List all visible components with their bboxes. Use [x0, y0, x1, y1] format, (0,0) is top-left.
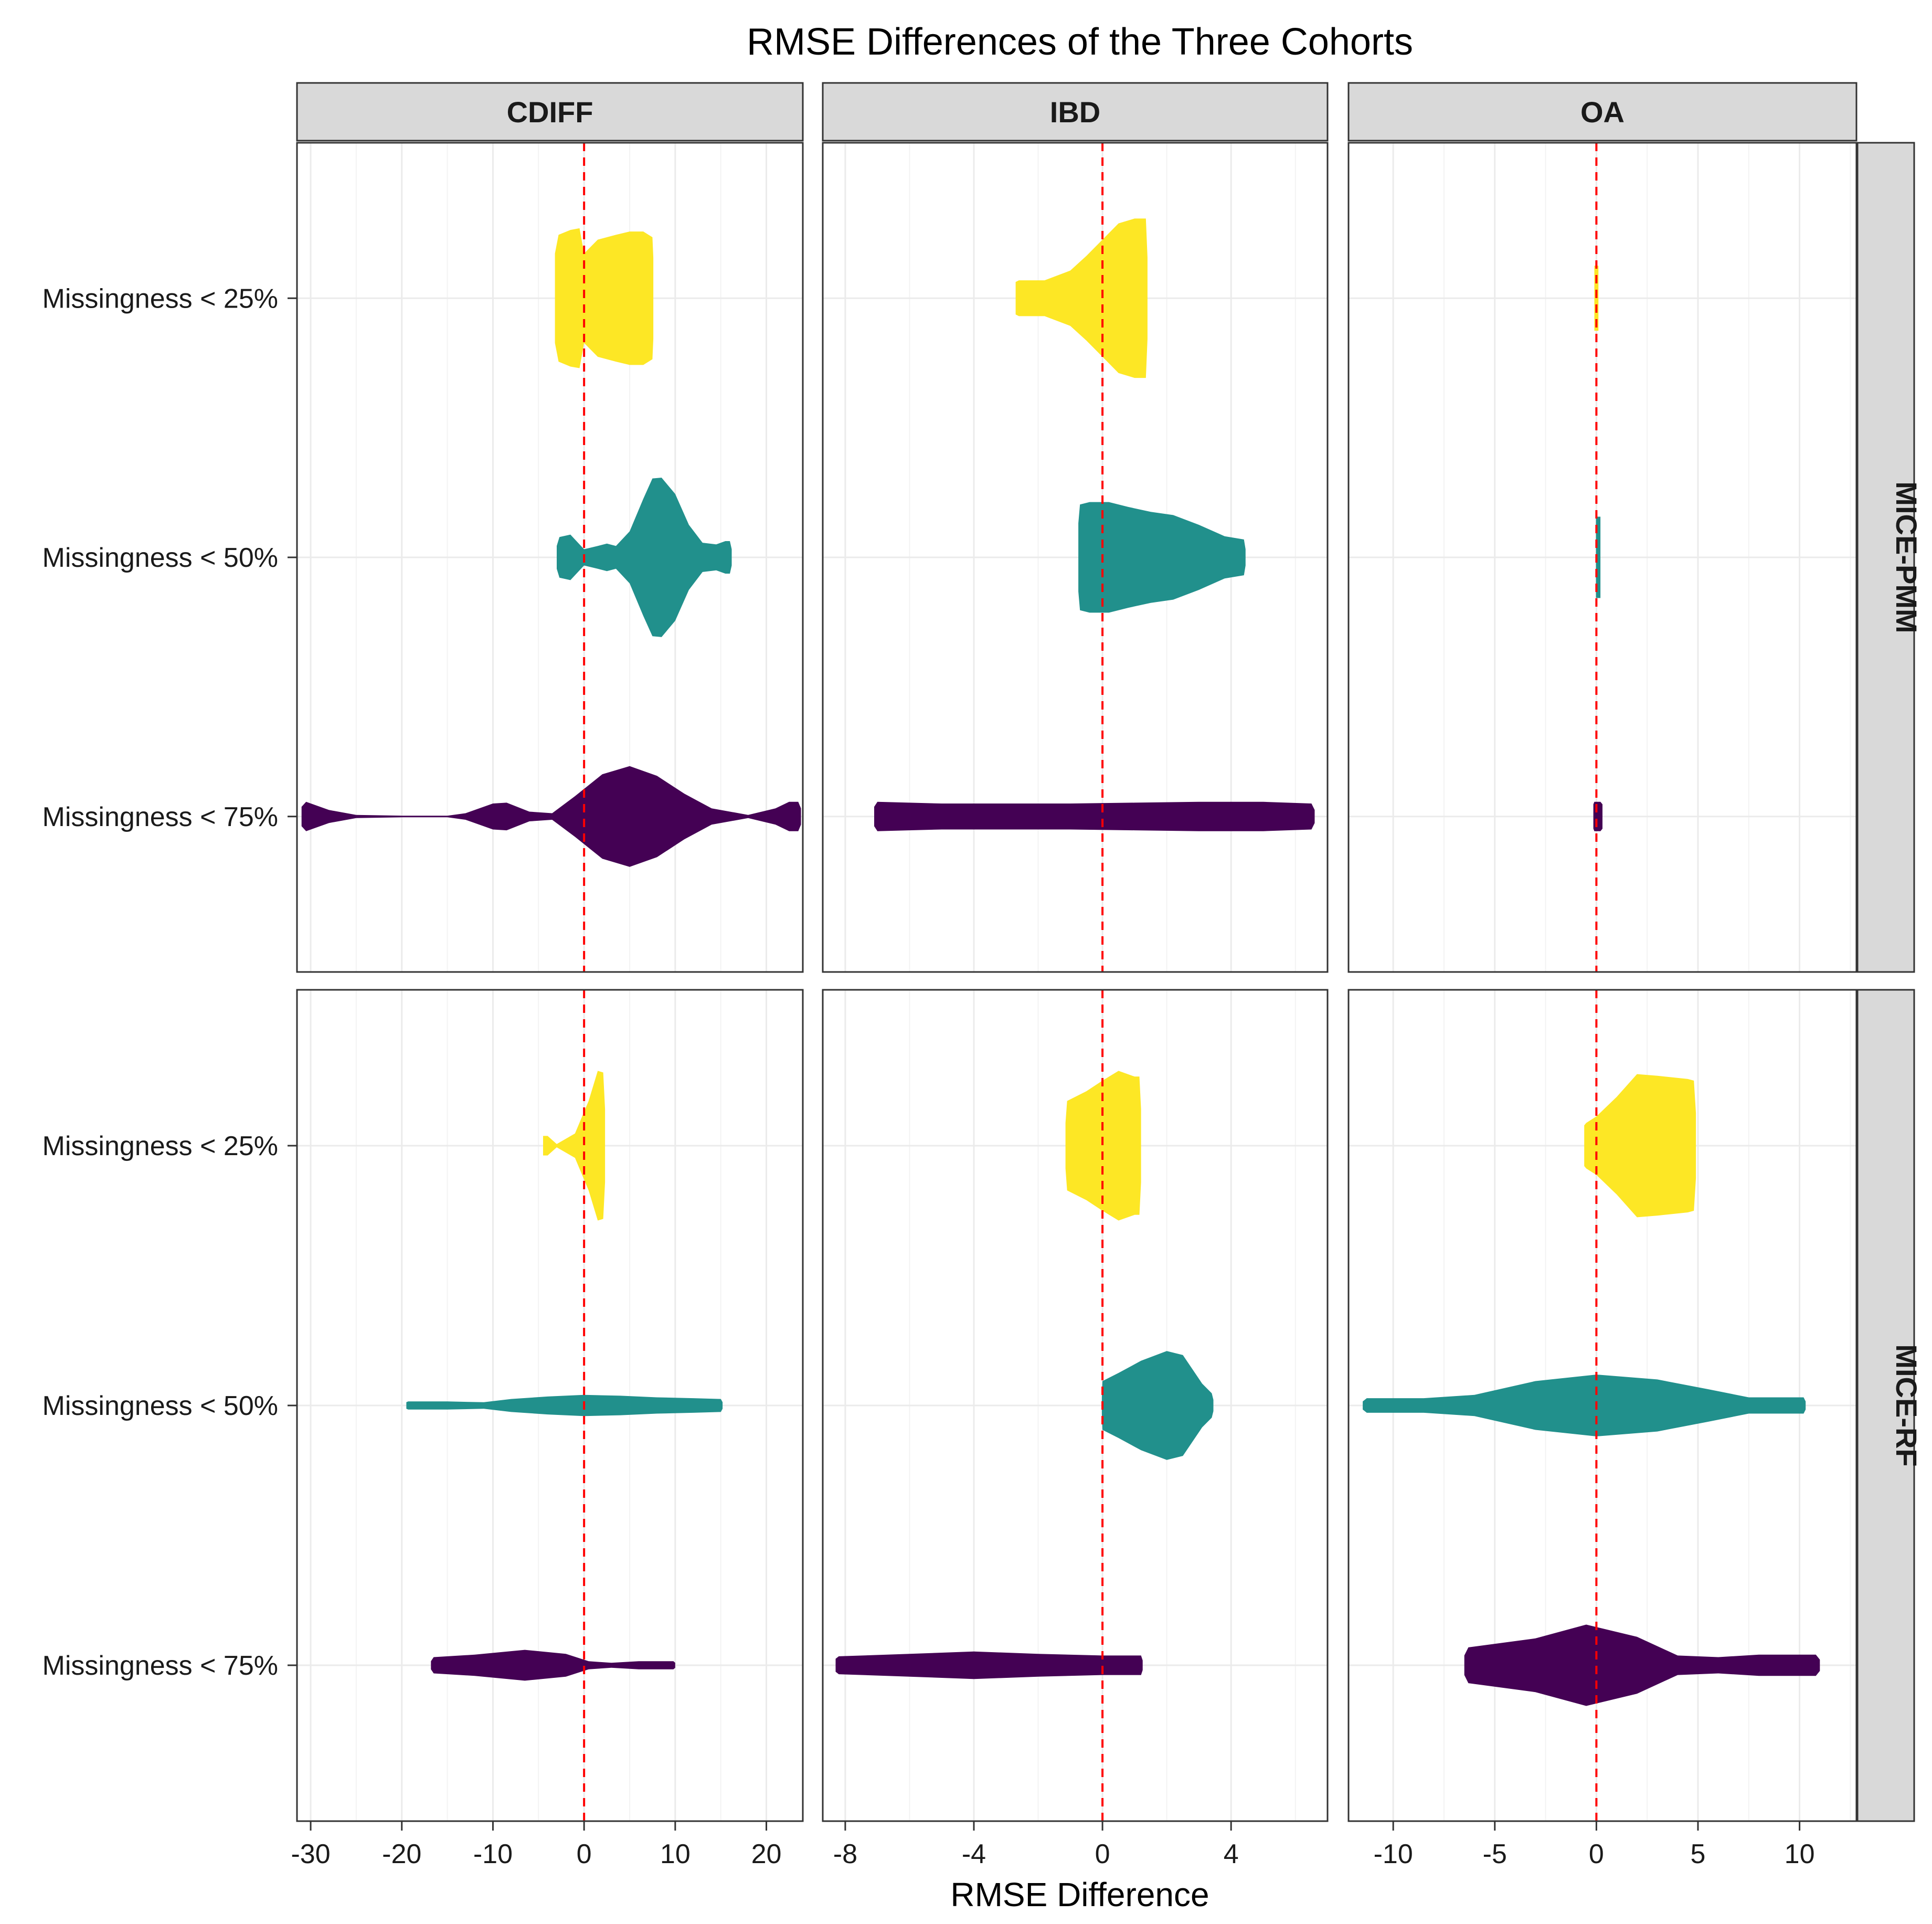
- facet-strip-label: OA: [1580, 96, 1625, 129]
- violin-ibd-mice-pmm-25pct: [1015, 218, 1148, 378]
- x-tick-label: -8: [833, 1839, 857, 1869]
- x-tick-label: -4: [962, 1839, 986, 1869]
- facet-strip-label: IBD: [1050, 96, 1100, 129]
- violin-ibd-mice-rf-50pct: [1101, 1351, 1214, 1460]
- violin-oa-mice-pmm-75pct: [1593, 801, 1602, 831]
- y-tick-label: Missingness < 75%: [43, 802, 278, 832]
- chart-title: RMSE Differences of the Three Cohorts: [747, 21, 1413, 63]
- violin-oa-mice-pmm-50pct: [1596, 516, 1601, 598]
- x-tick-label: -20: [382, 1839, 421, 1869]
- violin-oa-mice-rf-75pct: [1464, 1624, 1820, 1706]
- x-tick-label: 10: [660, 1839, 691, 1869]
- panel-border: [1347, 142, 1857, 973]
- x-tick-label: -10: [473, 1839, 513, 1869]
- facet-strip-cdiff: [296, 82, 804, 142]
- x-tick-label: 4: [1224, 1839, 1239, 1869]
- violin-oa-mice-rf-50pct: [1363, 1375, 1806, 1436]
- y-tick-label: Missingness < 25%: [43, 1131, 278, 1161]
- violin-cdiff-mice-rf-25pct: [543, 1071, 606, 1221]
- panel-border: [822, 989, 1329, 1822]
- violin-cdiff-mice-pmm-50pct: [557, 478, 732, 637]
- facet-strip-mice-pmm: [1856, 142, 1915, 973]
- violin-ibd-mice-rf-75pct: [835, 1651, 1143, 1679]
- x-tick-label: 0: [1095, 1839, 1110, 1869]
- violin-cdiff-mice-rf-75pct: [431, 1650, 675, 1681]
- x-tick-label: 0: [577, 1839, 592, 1869]
- x-axis-title: RMSE Difference: [950, 1876, 1209, 1914]
- facet-strip-label: CDIFF: [507, 96, 593, 129]
- violin-oa-mice-rf-25pct: [1584, 1074, 1696, 1218]
- x-tick-label: -30: [291, 1839, 330, 1869]
- violin-cdiff-mice-pmm-75pct: [301, 766, 801, 867]
- violin-ibd-mice-pmm-50pct: [1078, 502, 1246, 613]
- violin-cdiff-mice-pmm-25pct: [555, 228, 654, 368]
- panel-border: [822, 142, 1329, 973]
- x-tick-label: -5: [1483, 1839, 1507, 1869]
- x-tick-label: -10: [1374, 1839, 1413, 1869]
- violin-cdiff-mice-rf-50pct: [406, 1394, 723, 1416]
- facet-strip-oa: [1347, 82, 1857, 142]
- x-tick-label: 5: [1691, 1839, 1706, 1869]
- violin-ibd-mice-rf-25pct: [1065, 1071, 1141, 1221]
- facet-strip-label: MICE-PMM: [1890, 481, 1923, 633]
- y-tick-label: Missingness < 75%: [43, 1651, 278, 1681]
- y-tick-label: Missingness < 50%: [43, 543, 278, 573]
- x-tick-label: 0: [1589, 1839, 1604, 1869]
- facet-strip-mice-rf: [1856, 989, 1915, 1822]
- x-tick-label: 10: [1785, 1839, 1815, 1869]
- y-tick-label: Missingness < 50%: [43, 1391, 278, 1421]
- x-tick-label: 20: [751, 1839, 782, 1869]
- panel-border: [1347, 989, 1857, 1822]
- y-tick-label: Missingness < 25%: [43, 283, 278, 314]
- violin-ibd-mice-pmm-75pct: [874, 801, 1315, 831]
- facet-strip-ibd: [822, 82, 1329, 142]
- facet-strip-label: MICE-RF: [1890, 1344, 1923, 1466]
